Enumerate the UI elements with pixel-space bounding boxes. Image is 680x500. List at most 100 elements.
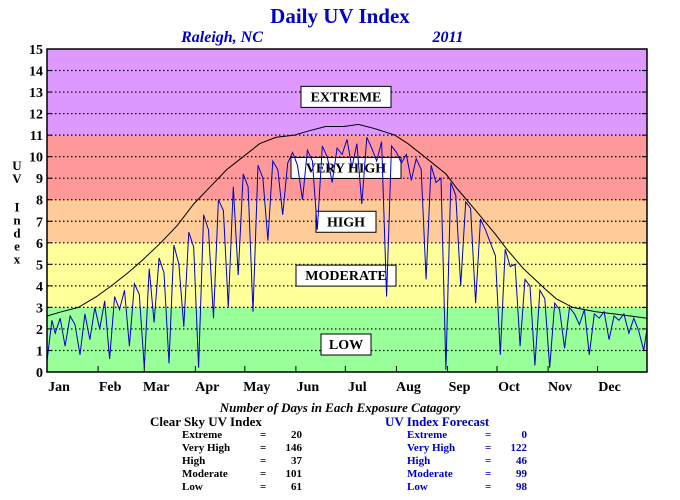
stats-row-value: 20 [291, 429, 302, 441]
stats-row-label: Very High [182, 442, 231, 454]
x-tick-label: Sep [449, 380, 471, 395]
stats-row-value: 146 [285, 442, 303, 454]
stats-row: Very High = 122 [385, 442, 527, 455]
stats-row-value: 46 [516, 455, 527, 467]
chart-title: Daily UV Index [270, 4, 410, 28]
x-tick-label: Jun [297, 380, 320, 395]
stats-row-equals: = [485, 468, 492, 480]
clear-sky-stats: Clear Sky UV Index Extreme = 20 Very High = 1… [150, 414, 302, 494]
stats-row: Low = 61 [150, 481, 302, 494]
x-tick-label: Apr [195, 380, 219, 395]
stats-row: Low = 98 [385, 481, 527, 494]
stats-row-equals: = [485, 442, 492, 454]
band-label-box [295, 264, 397, 287]
y-axis-label-letter: I [14, 200, 19, 215]
band-label-high: HIGH [315, 210, 377, 233]
y-tick-label: 7 [36, 215, 43, 230]
x-tick-label: Jul [348, 380, 367, 395]
stats-row-value: 101 [285, 468, 303, 480]
y-tick-label: 9 [36, 172, 43, 187]
stats-row: High = 46 [385, 455, 527, 468]
y-tick-label: 13 [29, 86, 43, 101]
forecast-stats-title: UV Index Forecast [385, 414, 490, 429]
stats-row-value: 99 [516, 468, 527, 480]
stats-row: Extreme = 0 [385, 429, 527, 442]
band-label-text: LOW [329, 338, 363, 353]
y-axis-label-letter: e [14, 239, 20, 254]
stats-row: Moderate = 99 [385, 468, 527, 481]
y-tick-label: 0 [36, 366, 43, 381]
band-label-text: MODERATE [305, 269, 386, 284]
x-tick-label: Feb [99, 380, 122, 395]
stats-row-value: 98 [516, 481, 527, 493]
clear-sky-stats-title: Clear Sky UV Index [150, 414, 262, 429]
band-label-extreme: EXTREME [300, 85, 392, 108]
stats-row-equals: = [485, 455, 492, 467]
chart-location: Raleigh, NC [180, 29, 263, 46]
y-tick-label: 8 [36, 194, 43, 209]
y-tick-label: 15 [29, 43, 43, 58]
y-tick-label: 14 [29, 65, 43, 80]
series-line-forecast [46, 137, 648, 370]
stats-row-equals: = [260, 442, 267, 454]
stats-row-label: Low [182, 481, 203, 493]
stats-row-equals: = [260, 481, 267, 493]
series-lines [46, 123, 648, 370]
band-labels: LOW MODERATE HIGH VERY HIGH EXTREME [290, 85, 402, 356]
y-tick-label: 11 [30, 129, 43, 144]
stats-heading: Number of Days in Each Exposure Catagory [219, 400, 461, 415]
stats-row-label: Moderate [182, 468, 228, 480]
stats-row-label: High [407, 455, 431, 467]
stats-row-equals: = [260, 429, 267, 441]
forecast-stats-rows: Extreme = 0 Very High = 122 High = 46 Moderate = 99… [385, 429, 527, 494]
y-tick-label: 4 [36, 280, 43, 295]
x-tick-label: Jan [48, 380, 70, 395]
stats-row-equals: = [260, 468, 267, 480]
band-label-box [320, 333, 372, 356]
stats-row-value: 37 [291, 455, 302, 467]
y-axis-label-letter: U [12, 158, 22, 173]
y-axis-label-letter: x [14, 252, 21, 267]
stats-row: Very High = 146 [150, 442, 302, 455]
x-axis: Jan Feb Mar Apr May Jun Jul Aug Sep Oct Nov Dec [46, 366, 621, 395]
stats-row-value: 122 [510, 442, 528, 454]
y-axis-label-letter: V [12, 171, 22, 186]
stats-row-equals: = [485, 429, 492, 441]
forecast-stats: UV Index Forecast Extreme = 0 Very High = 122… [385, 414, 527, 494]
y-axis-label-letter: d [13, 226, 21, 241]
y-tick-label: 6 [36, 237, 43, 252]
plot-frame [46, 48, 648, 373]
y-tick-label: 10 [29, 151, 43, 166]
x-tick-label: May [243, 380, 270, 395]
series-line-clear-sky [46, 123, 648, 319]
band-label-text: HIGH [327, 215, 365, 230]
stats-row-label: Very High [407, 442, 456, 454]
stats-row-equals: = [260, 455, 267, 467]
y-tick-label: 3 [36, 301, 43, 316]
grid-lines [47, 69, 647, 352]
x-tick-label: Aug [396, 380, 421, 395]
band-label-very-high: VERY HIGH [290, 156, 402, 179]
band-label-moderate: MODERATE [295, 264, 397, 287]
x-tick-label: Dec [598, 380, 621, 395]
band-label-box [315, 210, 377, 233]
stats-row-label: Moderate [407, 468, 453, 480]
stats-row-label: Extreme [407, 429, 448, 441]
stats-row-label: Extreme [182, 429, 223, 441]
y-axis-label-letter: n [13, 213, 21, 228]
stats-row: High = 37 [150, 455, 302, 468]
y-tick-label: 5 [36, 258, 43, 273]
band-label-text: VERY HIGH [306, 161, 386, 176]
x-tick-label: Mar [143, 380, 169, 395]
stats-row-label: Low [407, 481, 428, 493]
stats-row-value: 61 [291, 481, 302, 493]
chart-year: 2011 [431, 29, 463, 46]
stats-row-value: 0 [521, 429, 528, 441]
band-label-low: LOW [320, 333, 372, 356]
stats-row-label: High [182, 455, 206, 467]
y-tick-label: 1 [36, 344, 43, 359]
x-tick-label: Oct [498, 380, 520, 395]
